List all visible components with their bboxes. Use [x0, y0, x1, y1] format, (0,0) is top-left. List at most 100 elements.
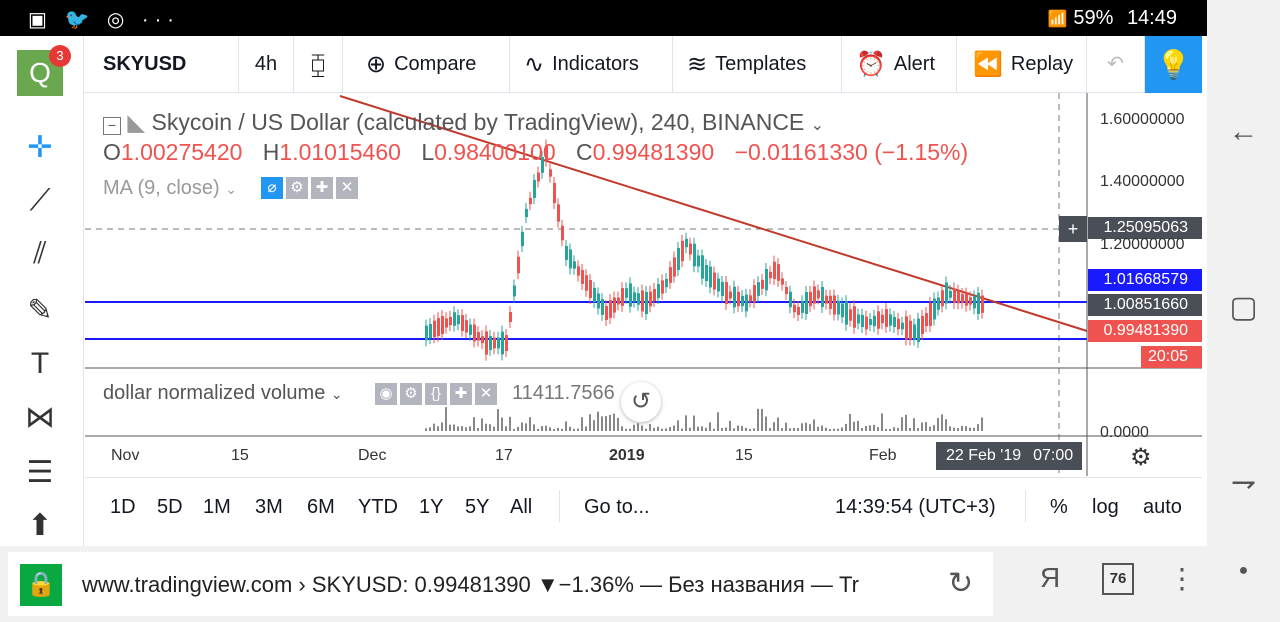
range-6m[interactable]: 6M	[307, 496, 335, 518]
measure-icon[interactable]: ☰	[26, 456, 54, 489]
publish-idea-button[interactable]: 💡	[1145, 36, 1202, 93]
tab-count-button[interactable]: 76	[1102, 563, 1134, 595]
candle-body	[873, 315, 876, 327]
collapse-icon[interactable]: −	[103, 117, 121, 135]
candle-body	[757, 282, 760, 296]
blue-price-label: 1.01668579	[1088, 269, 1202, 291]
crosshair-icon[interactable]: ✛	[27, 131, 53, 164]
chevron-down-icon[interactable]: ⌄	[330, 386, 343, 402]
auto-toggle[interactable]: auto	[1143, 496, 1182, 518]
volume-bars	[425, 407, 983, 431]
more-menu-icon[interactable]: ⋮	[1168, 563, 1196, 594]
gear-icon[interactable]: ⚙	[1130, 444, 1152, 471]
candle-body	[621, 288, 624, 306]
chevron-down-icon[interactable]: ⌄	[810, 117, 825, 134]
candle-body	[981, 295, 984, 313]
interval-button[interactable]: 4h	[239, 36, 294, 93]
scroll-up-icon[interactable]: ⬆	[27, 509, 53, 542]
goto-button[interactable]: Go to...	[584, 496, 650, 518]
clock-timezone[interactable]: 14:39:54 (UTC+3)	[835, 496, 996, 518]
volume-bar	[725, 427, 727, 431]
reload-icon[interactable]: ↻	[948, 567, 974, 600]
visibility-icon[interactable]: ⌀	[261, 177, 283, 199]
source-icon[interactable]: {}	[425, 383, 447, 405]
chart-area[interactable]: − ◣ Skycoin / US Dollar (calculated by T…	[85, 93, 1202, 541]
candle-body	[497, 337, 500, 349]
trend-line-icon[interactable]: ⟋	[29, 184, 51, 217]
candle-body	[529, 197, 532, 205]
add-icon[interactable]: ✚	[450, 383, 472, 405]
compare-button[interactable]: ⊕ Compare	[343, 36, 510, 93]
reset-chart-button[interactable]: ↺	[621, 382, 661, 422]
ma-legend[interactable]: MA (9, close) ⌄	[103, 177, 237, 200]
url-box[interactable]: 🔒 www.tradingview.com › SKYUSD: 0.994813…	[8, 552, 993, 616]
candle-body	[589, 280, 592, 298]
range-5d[interactable]: 5D	[157, 496, 183, 518]
fib-icon[interactable]: ⫽	[33, 237, 47, 270]
volume-bar	[721, 428, 723, 431]
indicators-button[interactable]: ∿ Indicators	[510, 36, 673, 93]
text-icon[interactable]: T	[30, 347, 50, 380]
symbol-legend[interactable]: − ◣ Skycoin / US Dollar (calculated by T…	[103, 109, 824, 136]
price-chart[interactable]	[85, 93, 1202, 483]
settings-icon[interactable]: ⚙	[400, 383, 422, 405]
range-3m[interactable]: 3M	[255, 496, 283, 518]
pattern-icon[interactable]: ⋈	[25, 401, 55, 434]
chevron-down-icon[interactable]: ⌄	[225, 181, 237, 197]
volume-bar	[645, 428, 647, 431]
yandex-button[interactable]: Я	[1040, 562, 1061, 593]
volume-legend[interactable]: dollar normalized volume ⌄	[103, 382, 343, 405]
volume-bar	[657, 426, 659, 431]
candle-body	[969, 297, 972, 305]
candle-body	[629, 283, 632, 307]
alert-button[interactable]: ⏰ Alert	[842, 36, 957, 93]
candle-body	[521, 231, 524, 247]
log-toggle[interactable]: log	[1092, 496, 1119, 518]
volume-bar	[853, 421, 855, 431]
x-tick-nov: Nov	[111, 447, 140, 464]
percent-toggle[interactable]: %	[1050, 496, 1068, 518]
lock-icon[interactable]: 🔒	[20, 564, 62, 606]
volume-bar	[817, 426, 819, 431]
candle-body	[949, 290, 952, 298]
templates-button[interactable]: ≋ Templates	[673, 36, 842, 93]
visibility-icon[interactable]: ◉	[375, 383, 397, 405]
volume-bar	[637, 423, 639, 431]
url-text[interactable]: www.tradingview.com › SKYUSD: 0.99481390…	[82, 572, 859, 597]
remove-icon[interactable]: ✕	[475, 383, 497, 405]
brush-icon[interactable]: ✎	[27, 294, 53, 327]
volume-bar	[733, 428, 735, 431]
range-1m[interactable]: 1M	[203, 496, 231, 518]
volume-bar	[633, 424, 635, 431]
candle-body	[965, 293, 968, 306]
undo-button[interactable]: ↶	[1087, 36, 1145, 93]
volume-bar	[585, 426, 587, 431]
candle-body	[577, 266, 580, 276]
home-icon[interactable]: ▢	[1229, 291, 1258, 324]
chart-type-button[interactable]: ⧮	[294, 36, 343, 93]
range-1y[interactable]: 1Y	[419, 496, 444, 518]
range-ytd[interactable]: YTD	[358, 496, 398, 518]
range-1d[interactable]: 1D	[110, 496, 136, 518]
remove-icon[interactable]: ✕	[336, 177, 358, 199]
volume-bar	[573, 428, 575, 431]
recent-icon[interactable]: ⇁	[1230, 466, 1257, 499]
volume-bar	[789, 428, 791, 431]
symbol-button[interactable]: SKYUSD	[84, 36, 239, 93]
y-tick-4: 0.0000	[1100, 424, 1149, 441]
replay-button[interactable]: ⏪ Replay	[957, 36, 1087, 93]
volume-bar	[481, 418, 483, 431]
volume-bar	[805, 422, 807, 431]
volume-bar	[765, 416, 767, 431]
candle-body	[853, 306, 856, 328]
volume-bar	[877, 427, 879, 431]
back-icon[interactable]: ←	[1228, 115, 1259, 148]
source-icon[interactable]: ✚	[311, 177, 333, 199]
settings-icon[interactable]: ⚙	[286, 177, 308, 199]
candle-body	[437, 318, 440, 336]
range-5y[interactable]: 5Y	[465, 496, 490, 518]
candle-body	[921, 315, 924, 335]
volume-bar	[865, 426, 867, 431]
range-all[interactable]: All	[510, 496, 533, 518]
candle-body	[457, 315, 460, 325]
